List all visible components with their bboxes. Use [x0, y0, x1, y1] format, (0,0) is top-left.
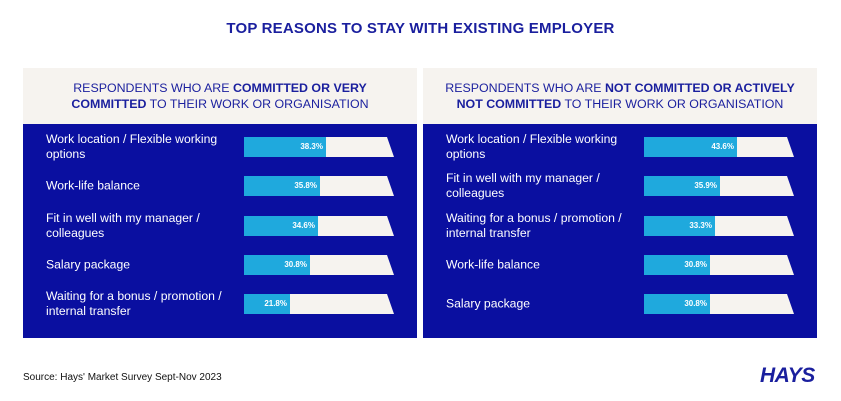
committed-panel: RESPONDENTS WHO ARE COMMITTED OR VERY CO…	[23, 68, 417, 338]
not-committed-panel-header: RESPONDENTS WHO ARE NOT COMMITTED OR ACT…	[423, 68, 817, 124]
bar-track: 35.9%	[644, 176, 794, 196]
bar-row: Salary package 30.8%	[423, 287, 817, 321]
value-label: 30.8%	[284, 260, 307, 269]
bar-track: 30.8%	[644, 255, 794, 275]
value-label: 30.8%	[684, 299, 707, 308]
heading-prefix: RESPONDENTS WHO ARE	[73, 81, 233, 95]
bar-row: Work location / Flexible working options…	[423, 130, 817, 164]
bar-track: 38.3%	[244, 137, 394, 157]
bar-fill	[244, 176, 320, 196]
value-label: 33.3%	[689, 221, 712, 230]
category-label: Work location / Flexible working options	[46, 132, 218, 161]
bar-track: 35.8%	[244, 176, 394, 196]
bar-row: Fit in well with my manager / colleagues…	[423, 169, 817, 203]
value-label: 35.9%	[694, 181, 717, 190]
hays-logo: HAYS	[760, 364, 815, 387]
not-committed-panel: RESPONDENTS WHO ARE NOT COMMITTED OR ACT…	[423, 68, 817, 338]
bar-fill	[644, 255, 710, 275]
bar-row: Work-life balance 30.8%	[423, 248, 817, 282]
heading-suffix: TO THEIR WORK OR ORGANISATION	[561, 97, 784, 111]
bar-track: 21.8%	[244, 294, 394, 314]
value-label: 21.8%	[264, 299, 287, 308]
value-label: 38.3%	[300, 142, 323, 151]
committed-panel-heading: RESPONDENTS WHO ARE COMMITTED OR VERY CO…	[40, 80, 400, 112]
bar-track: 34.6%	[244, 216, 394, 236]
bar-track: 30.8%	[644, 294, 794, 314]
bar-fill	[244, 216, 318, 236]
committed-panel-header: RESPONDENTS WHO ARE COMMITTED OR VERY CO…	[23, 68, 417, 124]
heading-emphasis: COMMITTED OR VERY COMMITTED	[71, 81, 367, 111]
category-label: Fit in well with my manager / colleagues	[446, 171, 600, 200]
value-label: 34.6%	[292, 221, 315, 230]
bar-fill	[644, 137, 737, 157]
bar-fill	[244, 294, 290, 314]
category-label: Work-life balance	[446, 257, 540, 272]
category-label: Fit in well with my manager / colleagues	[46, 211, 200, 240]
bar-track: 33.3%	[644, 216, 794, 236]
value-label: 43.6%	[711, 142, 734, 151]
bar-track: 30.8%	[244, 255, 394, 275]
bar-fill	[244, 255, 310, 275]
bar-fill	[644, 294, 710, 314]
category-label: Salary package	[46, 257, 131, 272]
category-label: Work location / Flexible working options	[446, 132, 618, 161]
heading-suffix: TO THEIR WORK OR ORGANISATION	[146, 97, 369, 111]
bar-fill	[644, 216, 715, 236]
bar-fill	[244, 137, 326, 157]
heading-prefix: RESPONDENTS WHO ARE	[445, 81, 605, 95]
heading-emphasis: NOT COMMITTED OR ACTIVELY NOT COMMITTED	[456, 81, 795, 111]
bar-track: 43.6%	[644, 137, 794, 157]
category-label: Waiting for a bonus / promotion / intern…	[446, 211, 622, 240]
chart-title: TOP REASONS TO STAY WITH EXISTING EMPLOY…	[226, 20, 615, 37]
category-label: Salary package	[446, 296, 531, 311]
bar-graphic	[644, 176, 794, 196]
category-label: Work-life balance	[46, 178, 140, 193]
bar-graphic	[244, 176, 394, 196]
value-label: 35.8%	[294, 181, 317, 190]
bar-graphic	[644, 255, 794, 275]
bar-row: Waiting for a bonus / promotion / intern…	[23, 287, 417, 321]
bar-row: Work-life balance 35.8%	[23, 169, 417, 203]
source-note: Source: Hays' Market Survey Sept-Nov 202…	[23, 372, 222, 383]
bar-row: Waiting for a bonus / promotion / intern…	[423, 209, 817, 243]
bar-fill	[644, 176, 720, 196]
category-label: Waiting for a bonus / promotion / intern…	[46, 289, 222, 318]
value-label: 30.8%	[684, 260, 707, 269]
bar-graphic	[244, 255, 394, 275]
bar-row: Fit in well with my manager / colleagues…	[23, 209, 417, 243]
bar-graphic	[644, 137, 794, 157]
bar-row: Salary package 30.8%	[23, 248, 417, 282]
bar-graphic	[244, 137, 394, 157]
bar-row: Work location / Flexible working options…	[23, 130, 417, 164]
bar-graphic	[244, 294, 394, 314]
bar-graphic	[644, 216, 794, 236]
not-committed-panel-heading: RESPONDENTS WHO ARE NOT COMMITTED OR ACT…	[440, 80, 800, 112]
bar-graphic	[644, 294, 794, 314]
not-committed-chart: Work location / Flexible working options…	[423, 124, 817, 338]
committed-chart: Work location / Flexible working options…	[23, 124, 417, 338]
bar-graphic	[244, 216, 394, 236]
